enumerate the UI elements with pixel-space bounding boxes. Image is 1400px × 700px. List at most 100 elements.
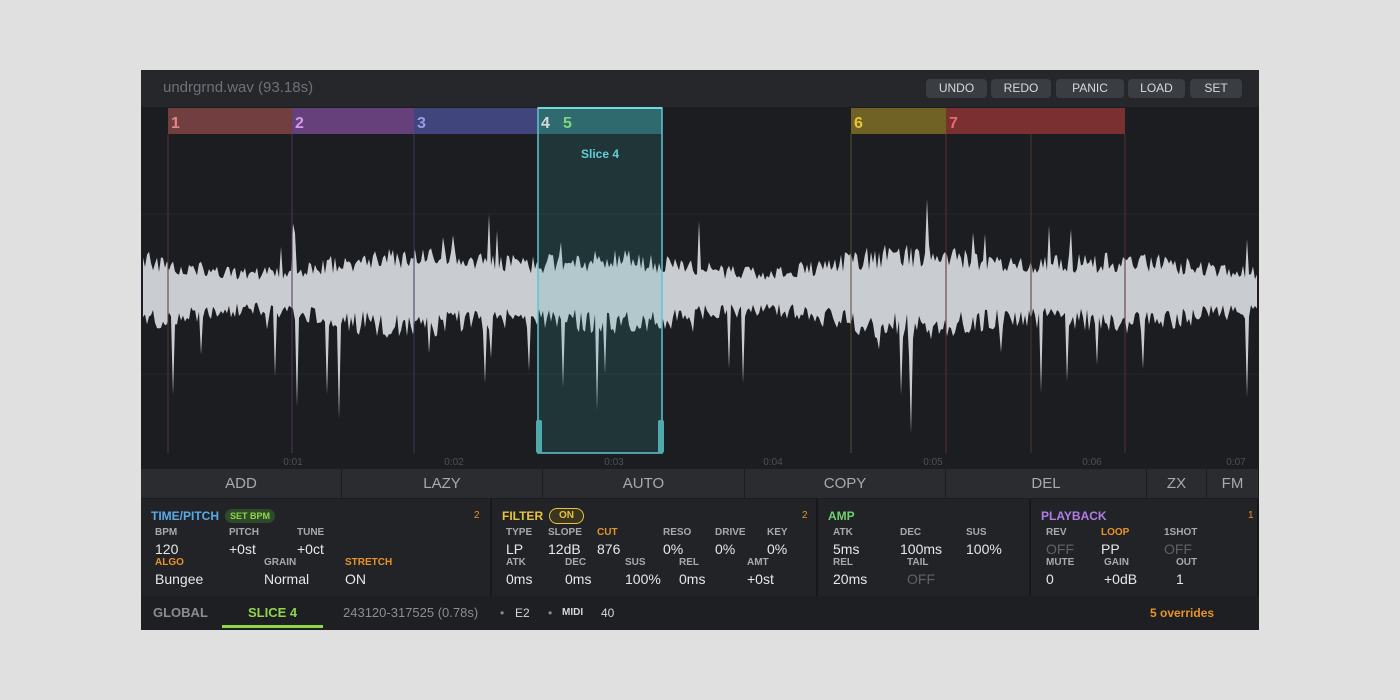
slice-label: 2 <box>295 115 304 132</box>
selection-handle <box>658 420 664 453</box>
header-button[interactable]: SET <box>1190 79 1242 98</box>
slice-label: 5 <box>563 115 572 132</box>
param-value[interactable]: OFF <box>1164 541 1192 557</box>
param-label: KEY <box>767 527 788 538</box>
param-value[interactable]: 100ms <box>900 541 942 557</box>
overrides-count[interactable]: 5 overrides <box>1150 606 1214 620</box>
section-title: PLAYBACK <box>1041 509 1107 523</box>
slice-label: 3 <box>417 115 426 132</box>
slice-block <box>414 108 538 134</box>
toolbar-button[interactable]: ZX <box>1147 469 1207 498</box>
tab-underline <box>222 625 323 628</box>
toolbar-button[interactable]: FM <box>1207 469 1259 498</box>
slice-label: 6 <box>854 115 863 132</box>
param-label: CUT <box>597 527 618 538</box>
param-label: 1SHOT <box>1164 527 1197 538</box>
param-value[interactable]: 0% <box>663 541 683 557</box>
slice-label: 4 <box>541 115 550 132</box>
param-value[interactable]: PP <box>1101 541 1120 557</box>
param-label: DRIVE <box>715 527 746 538</box>
param-value[interactable]: 12dB <box>548 541 581 557</box>
time-label: 0:01 <box>283 457 303 468</box>
param-label: STRETCH <box>345 557 392 568</box>
param-value[interactable]: 0 <box>1046 571 1054 587</box>
param-label: SUS <box>625 557 646 568</box>
header-button[interactable]: PANIC <box>1056 79 1124 98</box>
toolbar-button[interactable]: COPY <box>745 469 946 498</box>
param-label: GAIN <box>1104 557 1129 568</box>
param-label: DEC <box>565 557 586 568</box>
time-label: 0:02 <box>444 457 464 468</box>
param-value[interactable]: LP <box>506 541 523 557</box>
slice-range: 243120-317525 (0.78s) <box>343 605 478 620</box>
footer-item: E2 <box>515 606 530 620</box>
param-value[interactable]: 0ms <box>565 571 591 587</box>
param-value[interactable]: 0ms <box>506 571 532 587</box>
param-label: SLOPE <box>548 527 582 538</box>
param-label: OUT <box>1176 557 1197 568</box>
time-label: 0:07 <box>1226 457 1246 468</box>
time-label: 0:05 <box>923 457 943 468</box>
footer-tab[interactable]: SLICE 4 <box>248 605 297 620</box>
param-label: REL <box>833 557 853 568</box>
override-count: 1 <box>1248 510 1254 521</box>
section-title: TIME/PITCH <box>151 509 219 523</box>
param-value[interactable]: 100% <box>966 541 1002 557</box>
param-label: GRAIN <box>264 557 296 568</box>
param-value[interactable]: 876 <box>597 541 620 557</box>
param-label: ALGO <box>155 557 184 568</box>
param-label: BPM <box>155 527 177 538</box>
time-label: 0:04 <box>763 457 783 468</box>
override-count: 2 <box>802 510 808 521</box>
toolbar-button[interactable]: AUTO <box>543 469 745 498</box>
param-label: MUTE <box>1046 557 1074 568</box>
section-title: FILTER <box>502 509 543 523</box>
header-button[interactable]: REDO <box>991 79 1051 98</box>
param-label: AMT <box>747 557 769 568</box>
section-title: AMP <box>828 509 855 523</box>
param-label: ATK <box>506 557 526 568</box>
slice-label: 1 <box>171 115 180 132</box>
toolbar-button[interactable]: LAZY <box>342 469 543 498</box>
param-value[interactable]: +0st <box>747 571 774 587</box>
param-value[interactable]: OFF <box>907 571 935 587</box>
section-badge[interactable]: SET BPM <box>225 509 275 523</box>
param-value[interactable]: +0dB <box>1104 571 1137 587</box>
param-value[interactable]: 0% <box>715 541 735 557</box>
footer-tab[interactable]: GLOBAL <box>153 605 208 620</box>
param-label: DEC <box>900 527 921 538</box>
param-value[interactable]: 120 <box>155 541 178 557</box>
footer-item: • <box>500 606 504 620</box>
param-value[interactable]: 20ms <box>833 571 867 587</box>
param-value[interactable]: 0% <box>767 541 787 557</box>
toolbar-button[interactable]: ADD <box>141 469 342 498</box>
header-button[interactable]: LOAD <box>1128 79 1185 98</box>
header-button[interactable]: UNDO <box>926 79 987 98</box>
selection-label: Slice 4 <box>581 147 619 161</box>
waveform <box>143 199 1257 434</box>
slice-label: 7 <box>949 115 958 132</box>
override-count: 2 <box>474 510 480 521</box>
toolbar-button[interactable]: DEL <box>946 469 1147 498</box>
param-value[interactable]: Bungee <box>155 571 203 587</box>
param-value[interactable]: 0ms <box>679 571 705 587</box>
param-label: TAIL <box>907 557 928 568</box>
param-label: TYPE <box>506 527 532 538</box>
param-label: LOOP <box>1101 527 1129 538</box>
param-label: REV <box>1046 527 1067 538</box>
param-value[interactable]: 1 <box>1176 571 1184 587</box>
param-value[interactable]: +0ct <box>297 541 324 557</box>
param-label: PITCH <box>229 527 259 538</box>
time-label: 0:03 <box>604 457 624 468</box>
param-value[interactable]: Normal <box>264 571 309 587</box>
param-label: SUS <box>966 527 987 538</box>
param-value[interactable]: +0st <box>229 541 256 557</box>
param-value[interactable]: OFF <box>1046 541 1074 557</box>
section-badge[interactable]: ON <box>549 508 584 524</box>
selection-handle <box>536 420 542 453</box>
time-label: 0:06 <box>1082 457 1102 468</box>
param-value[interactable]: 5ms <box>833 541 859 557</box>
param-value[interactable]: ON <box>345 571 366 587</box>
param-value[interactable]: 100% <box>625 571 661 587</box>
